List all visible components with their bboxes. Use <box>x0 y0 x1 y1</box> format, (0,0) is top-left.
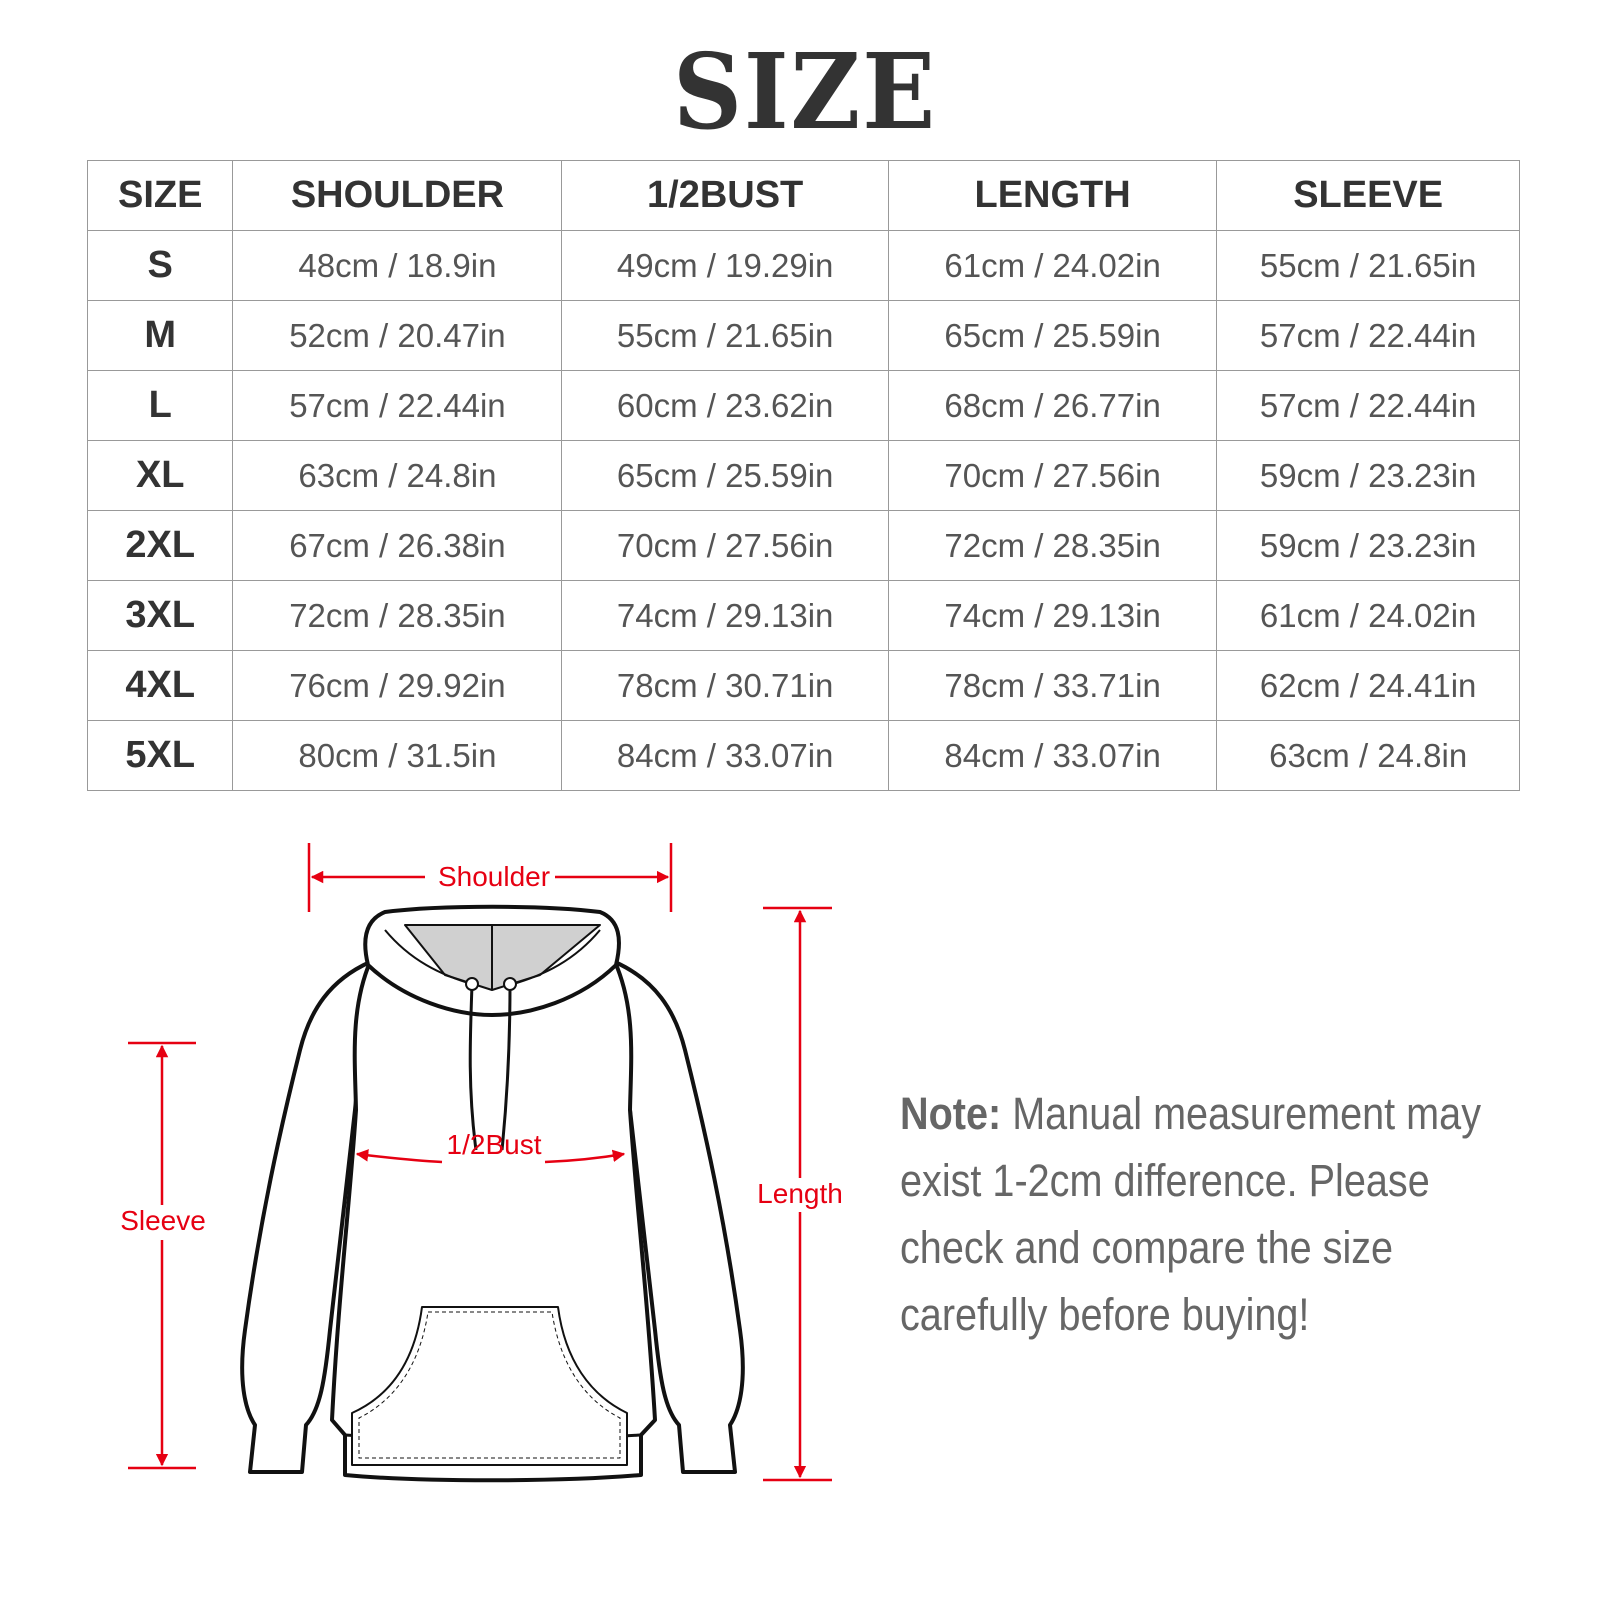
measurement-cell: 61cm / 24.02in <box>887 230 1218 301</box>
table-row: XL 63cm / 24.8in 65cm / 25.59in 70cm / 27.5… <box>86 440 1520 511</box>
table-row: M 52cm / 20.47in 55cm / 21.65in 65cm / 25.5… <box>86 300 1520 371</box>
measurement-cell: 67cm / 26.38in <box>232 510 563 581</box>
measurement-cell: 70cm / 27.56in <box>561 510 889 581</box>
measurement-cell: 84cm / 33.07in <box>887 720 1218 791</box>
note-label: Note: <box>900 1088 1002 1139</box>
measurement-cell: 57cm / 22.44in <box>1216 370 1520 441</box>
length-label: Length <box>757 1178 843 1209</box>
size-cell: 3XL <box>86 580 234 651</box>
table-row: 4XL 76cm / 29.92in 78cm / 30.71in 78cm / 33… <box>86 650 1520 721</box>
measurement-cell: 78cm / 30.71in <box>561 650 889 721</box>
table-header-row: SIZE SHOULDER 1/2BUST LENGTH SLEEVE <box>86 160 1520 231</box>
measurement-cell: 76cm / 29.92in <box>232 650 563 721</box>
size-cell: 5XL <box>86 720 234 791</box>
measurement-cell: 84cm / 33.07in <box>561 720 889 791</box>
measurement-cell: 55cm / 21.65in <box>1216 230 1520 301</box>
measurement-cell: 68cm / 26.77in <box>887 370 1218 441</box>
measurement-cell: 80cm / 31.5in <box>232 720 563 791</box>
measurement-cell: 72cm / 28.35in <box>232 580 563 651</box>
measurement-cell: 52cm / 20.47in <box>232 300 563 371</box>
measurement-cell: 74cm / 29.13in <box>561 580 889 651</box>
measurement-cell: 59cm / 23.23in <box>1216 440 1520 511</box>
measurement-cell: 74cm / 29.13in <box>887 580 1218 651</box>
measurement-cell: 70cm / 27.56in <box>887 440 1218 511</box>
table-row: 5XL 80cm / 31.5in 84cm / 33.07in 84cm / 33.… <box>86 720 1520 791</box>
measurement-cell: 59cm / 23.23in <box>1216 510 1520 581</box>
measurement-cell: 65cm / 25.59in <box>561 440 889 511</box>
hoodie-illustration <box>240 904 745 1483</box>
note-text: Note: Manual measurement may exist 1-2cm… <box>900 1080 1534 1348</box>
measurement-cell: 63cm / 24.8in <box>1216 720 1520 791</box>
header-length: LENGTH <box>887 160 1218 231</box>
measurement-cell: 57cm / 22.44in <box>1216 300 1520 371</box>
measurement-cell: 60cm / 23.62in <box>561 370 889 441</box>
table-row: 2XL 67cm / 26.38in 70cm / 27.56in 72cm / 28… <box>86 510 1520 581</box>
size-cell: 4XL <box>86 650 234 721</box>
measurement-arrows <box>128 843 832 1482</box>
table-row: L 57cm / 22.44in 60cm / 23.62in 68cm / 26.7… <box>86 370 1520 441</box>
table-row: S 48cm / 18.9in 49cm / 19.29in 61cm / 24.02… <box>86 230 1520 301</box>
header-bust: 1/2BUST <box>561 160 889 231</box>
measurement-cell: 72cm / 28.35in <box>887 510 1218 581</box>
header-sleeve: SLEEVE <box>1216 160 1520 231</box>
page-title: SIZE <box>672 30 937 153</box>
table-row: 3XL 72cm / 28.35in 74cm / 29.13in 74cm / 29… <box>86 580 1520 651</box>
size-cell: S <box>86 230 234 301</box>
bust-label: 1/2Bust <box>447 1129 542 1160</box>
measurement-cell: 61cm / 24.02in <box>1216 580 1520 651</box>
measurement-cell: 48cm / 18.9in <box>232 230 563 301</box>
measurement-cell: 78cm / 33.71in <box>887 650 1218 721</box>
measurement-cell: 63cm / 24.8in <box>232 440 563 511</box>
sleeve-label: Sleeve <box>120 1205 206 1236</box>
size-cell: XL <box>86 440 234 511</box>
size-table: SIZE SHOULDER 1/2BUST LENGTH SLEEVE S 48c… <box>86 160 1520 791</box>
shoulder-label: Shoulder <box>438 861 550 892</box>
measurement-cell: 55cm / 21.65in <box>561 300 889 371</box>
size-cell: M <box>86 300 234 371</box>
size-cell: L <box>86 370 234 441</box>
measurement-cell: 49cm / 19.29in <box>561 230 889 301</box>
measurement-cell: 62cm / 24.41in <box>1216 650 1520 721</box>
note-body: Manual measurement may exist 1-2cm diffe… <box>900 1088 1481 1340</box>
header-size: SIZE <box>86 160 234 231</box>
measurement-cell: 65cm / 25.59in <box>887 300 1218 371</box>
